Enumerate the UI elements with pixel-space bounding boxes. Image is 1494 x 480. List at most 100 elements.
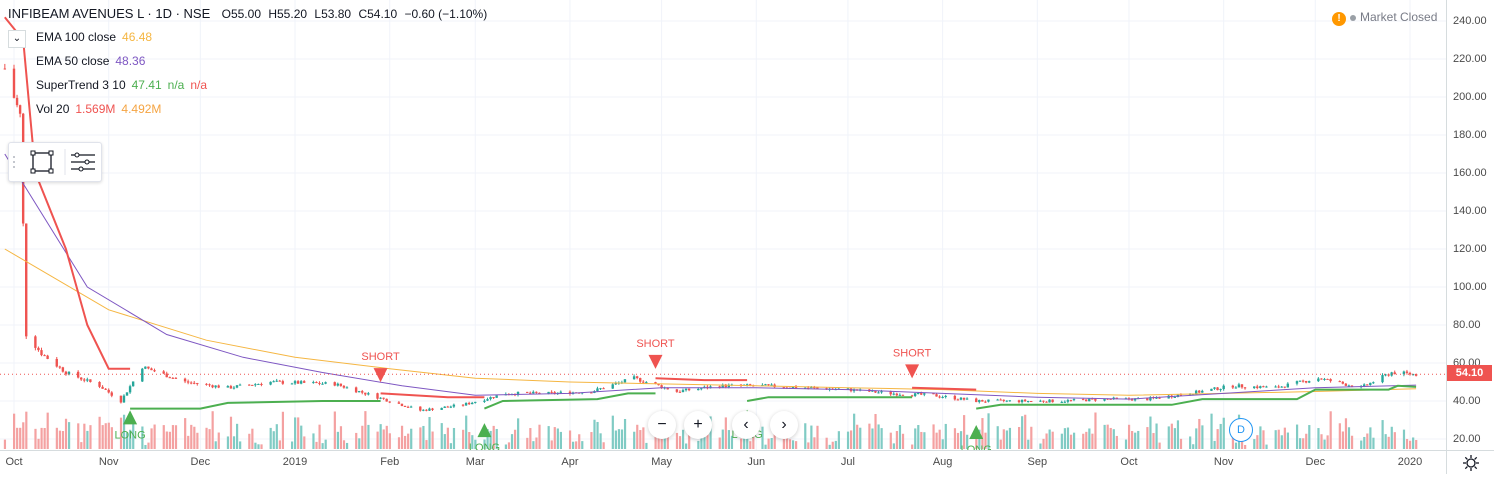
open-value: O55.00 <box>221 7 261 21</box>
volume-bar <box>232 436 236 449</box>
candle-body <box>122 395 126 403</box>
candle-body <box>1094 398 1097 401</box>
candle-body <box>376 393 379 399</box>
volume-bar <box>1124 439 1128 449</box>
volume-bar <box>956 432 960 449</box>
chevron-down-icon[interactable]: ⌄ <box>8 30 26 48</box>
candle-body <box>1201 390 1204 393</box>
volume-bar <box>1176 420 1180 449</box>
zoom-in-button[interactable]: + <box>684 411 712 439</box>
settings-corner[interactable] <box>1446 450 1494 474</box>
candle-body <box>397 402 401 404</box>
candle-body <box>336 383 339 386</box>
zoom-out-button[interactable]: − <box>648 411 676 439</box>
volume-bar <box>877 424 880 449</box>
indicator-row[interactable]: Vol 20 1.569M 4.492M <box>36 97 491 121</box>
volume-bar <box>532 441 535 449</box>
volume-bar <box>1002 429 1005 449</box>
close-value: C54.10 <box>358 7 398 21</box>
drag-handle-icon[interactable] <box>13 156 15 168</box>
volume-bar <box>318 424 321 449</box>
volume-bar <box>804 423 807 449</box>
supertrend-long-line <box>130 400 381 410</box>
candle-body <box>1411 373 1415 375</box>
rectangle-tool-icon[interactable] <box>30 150 54 174</box>
candle-body <box>1069 400 1073 402</box>
volume-bar <box>1262 430 1265 449</box>
candle-body <box>1149 397 1152 401</box>
candle-body <box>278 380 281 382</box>
volume-bar <box>1295 424 1299 449</box>
indicator-value: n/a <box>167 78 185 92</box>
volume-bar <box>474 439 477 449</box>
volume-bar <box>1234 442 1238 449</box>
scroll-right-button[interactable]: › <box>770 411 798 439</box>
volume-bar <box>385 425 388 449</box>
volume-bar <box>535 437 538 449</box>
candle-body <box>767 384 770 386</box>
volume-bar <box>547 426 550 449</box>
candle-body <box>428 408 431 411</box>
volume-bar <box>1005 430 1008 449</box>
candle-body <box>379 397 382 399</box>
volume-bar <box>1134 432 1137 449</box>
supertrend-short-line <box>655 377 748 382</box>
volume-bar <box>1069 434 1073 449</box>
volume-bar <box>468 432 471 449</box>
price-tick-label: 200.00 <box>1453 91 1487 103</box>
candle-body <box>1146 398 1149 401</box>
candle-body <box>101 386 104 389</box>
volume-bar <box>602 442 605 449</box>
time-tick-label: Aug <box>932 456 953 468</box>
volume-bar <box>425 440 428 449</box>
candle-body <box>174 377 178 379</box>
candle-body <box>764 384 767 386</box>
gear-icon[interactable] <box>1447 451 1494 475</box>
candle-body <box>846 388 850 390</box>
volume-bar <box>578 434 581 449</box>
candle-body <box>275 380 278 382</box>
candle-body <box>1381 375 1384 383</box>
market-status[interactable]: ! Market Closed <box>1332 10 1437 26</box>
volume-bar <box>688 430 691 449</box>
volume-bar <box>272 431 275 449</box>
volume-bar <box>187 435 190 449</box>
price-axis[interactable]: 20.00 40.00 60.00 80.00 100.00 120.00 140.00 16… <box>1446 0 1494 450</box>
volume-bar <box>77 423 80 449</box>
volume-bar <box>1170 423 1173 449</box>
candle-body <box>1280 386 1283 388</box>
candle-body <box>409 406 413 408</box>
candle-body <box>446 406 449 408</box>
market-status-text: Market Closed <box>1360 10 1438 24</box>
scroll-left-button[interactable]: ‹ <box>732 411 760 439</box>
candle-body <box>880 391 883 393</box>
candle-body <box>354 387 358 393</box>
volume-bar <box>975 431 978 449</box>
volume-bar <box>1173 428 1176 449</box>
indicator-row[interactable]: SuperTrend 3 10 47.41 n/a n/a <box>36 73 491 97</box>
volume-bar <box>1280 435 1283 449</box>
dividend-badge[interactable]: D <box>1229 418 1253 442</box>
candle-body <box>721 384 724 388</box>
volume-bar <box>636 424 639 449</box>
candle-body <box>361 391 364 393</box>
time-axis[interactable]: Oct Nov Dec 2019 Feb Mar Apr May Jun Jul Aug Sep Oct… <box>0 450 1446 475</box>
volume-bar <box>559 431 562 449</box>
volume-bar <box>19 427 22 449</box>
candle-body <box>385 398 388 402</box>
candle-body <box>920 393 923 395</box>
volume-bar <box>1127 424 1131 449</box>
candle-body <box>471 402 474 405</box>
candle-body <box>938 396 941 398</box>
volume-bar <box>361 425 364 449</box>
indicator-row[interactable]: EMA 100 close 46.48 <box>36 25 491 49</box>
candle-body <box>1414 373 1418 376</box>
settings-lines-icon[interactable] <box>71 152 95 172</box>
indicator-row[interactable]: EMA 50 close 48.36 <box>36 49 491 73</box>
volume-bar <box>1167 426 1170 449</box>
volume-bar <box>816 425 819 449</box>
volume-bar <box>880 428 883 449</box>
candle-body <box>782 387 785 389</box>
symbol-title[interactable]: INFIBEAM AVENUES L · 1D · NSE <box>8 6 211 21</box>
volume-bar <box>46 412 49 449</box>
